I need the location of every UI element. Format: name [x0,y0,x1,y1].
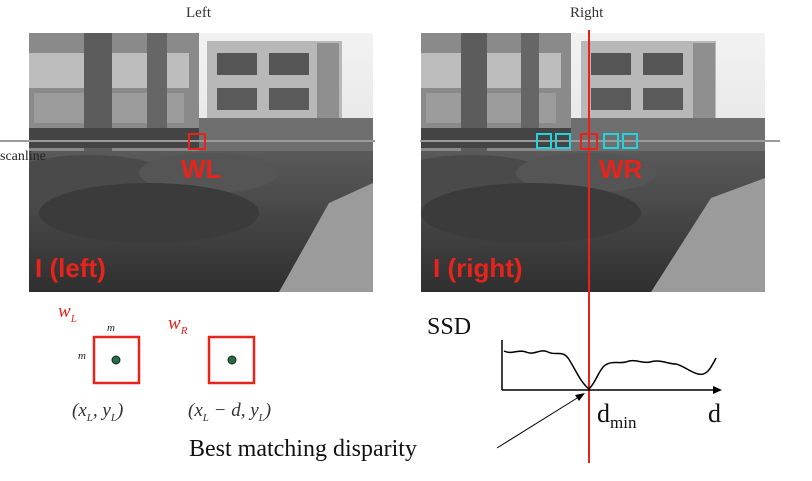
candidate-window [536,133,552,149]
left-image [29,33,373,292]
left-window-coordinate: (xL, yL) [72,400,124,424]
left-image-title: Left [186,5,211,21]
dmin-label: dmin [597,399,637,433]
scanline-label: scanline [0,149,46,164]
right-image-title: Right [570,5,604,21]
annotation-arrow [496,394,583,449]
candidate-window [622,133,638,149]
x-axis-arrowhead [713,386,722,394]
window-width-label: m [107,322,115,334]
ssd-curve [503,350,717,390]
wr-window [207,335,256,385]
wr-label: WR [599,154,643,184]
wl-center-dot [111,355,121,365]
right-image [421,33,765,292]
left-image-label: I (left) [35,253,106,283]
best-matching-annotation: Best matching disparity [189,436,417,462]
wr-center-dot [227,355,237,365]
wl-window [92,335,141,385]
right-image-label: I (right) [433,253,523,283]
candidate-window [555,133,571,149]
ssd-axis-label: SSD [427,314,472,340]
window-height-label: m [78,350,86,362]
wr-symbol: wR [168,313,188,337]
annotation-arrowhead [575,393,585,401]
wl-symbol: wL [58,301,77,325]
wl-label: WL [181,154,222,184]
left-window-box [188,133,206,150]
d-axis-label: d [708,399,721,428]
right-window-coordinate: (xL − d, yL) [188,400,272,424]
candidate-window [603,133,619,149]
